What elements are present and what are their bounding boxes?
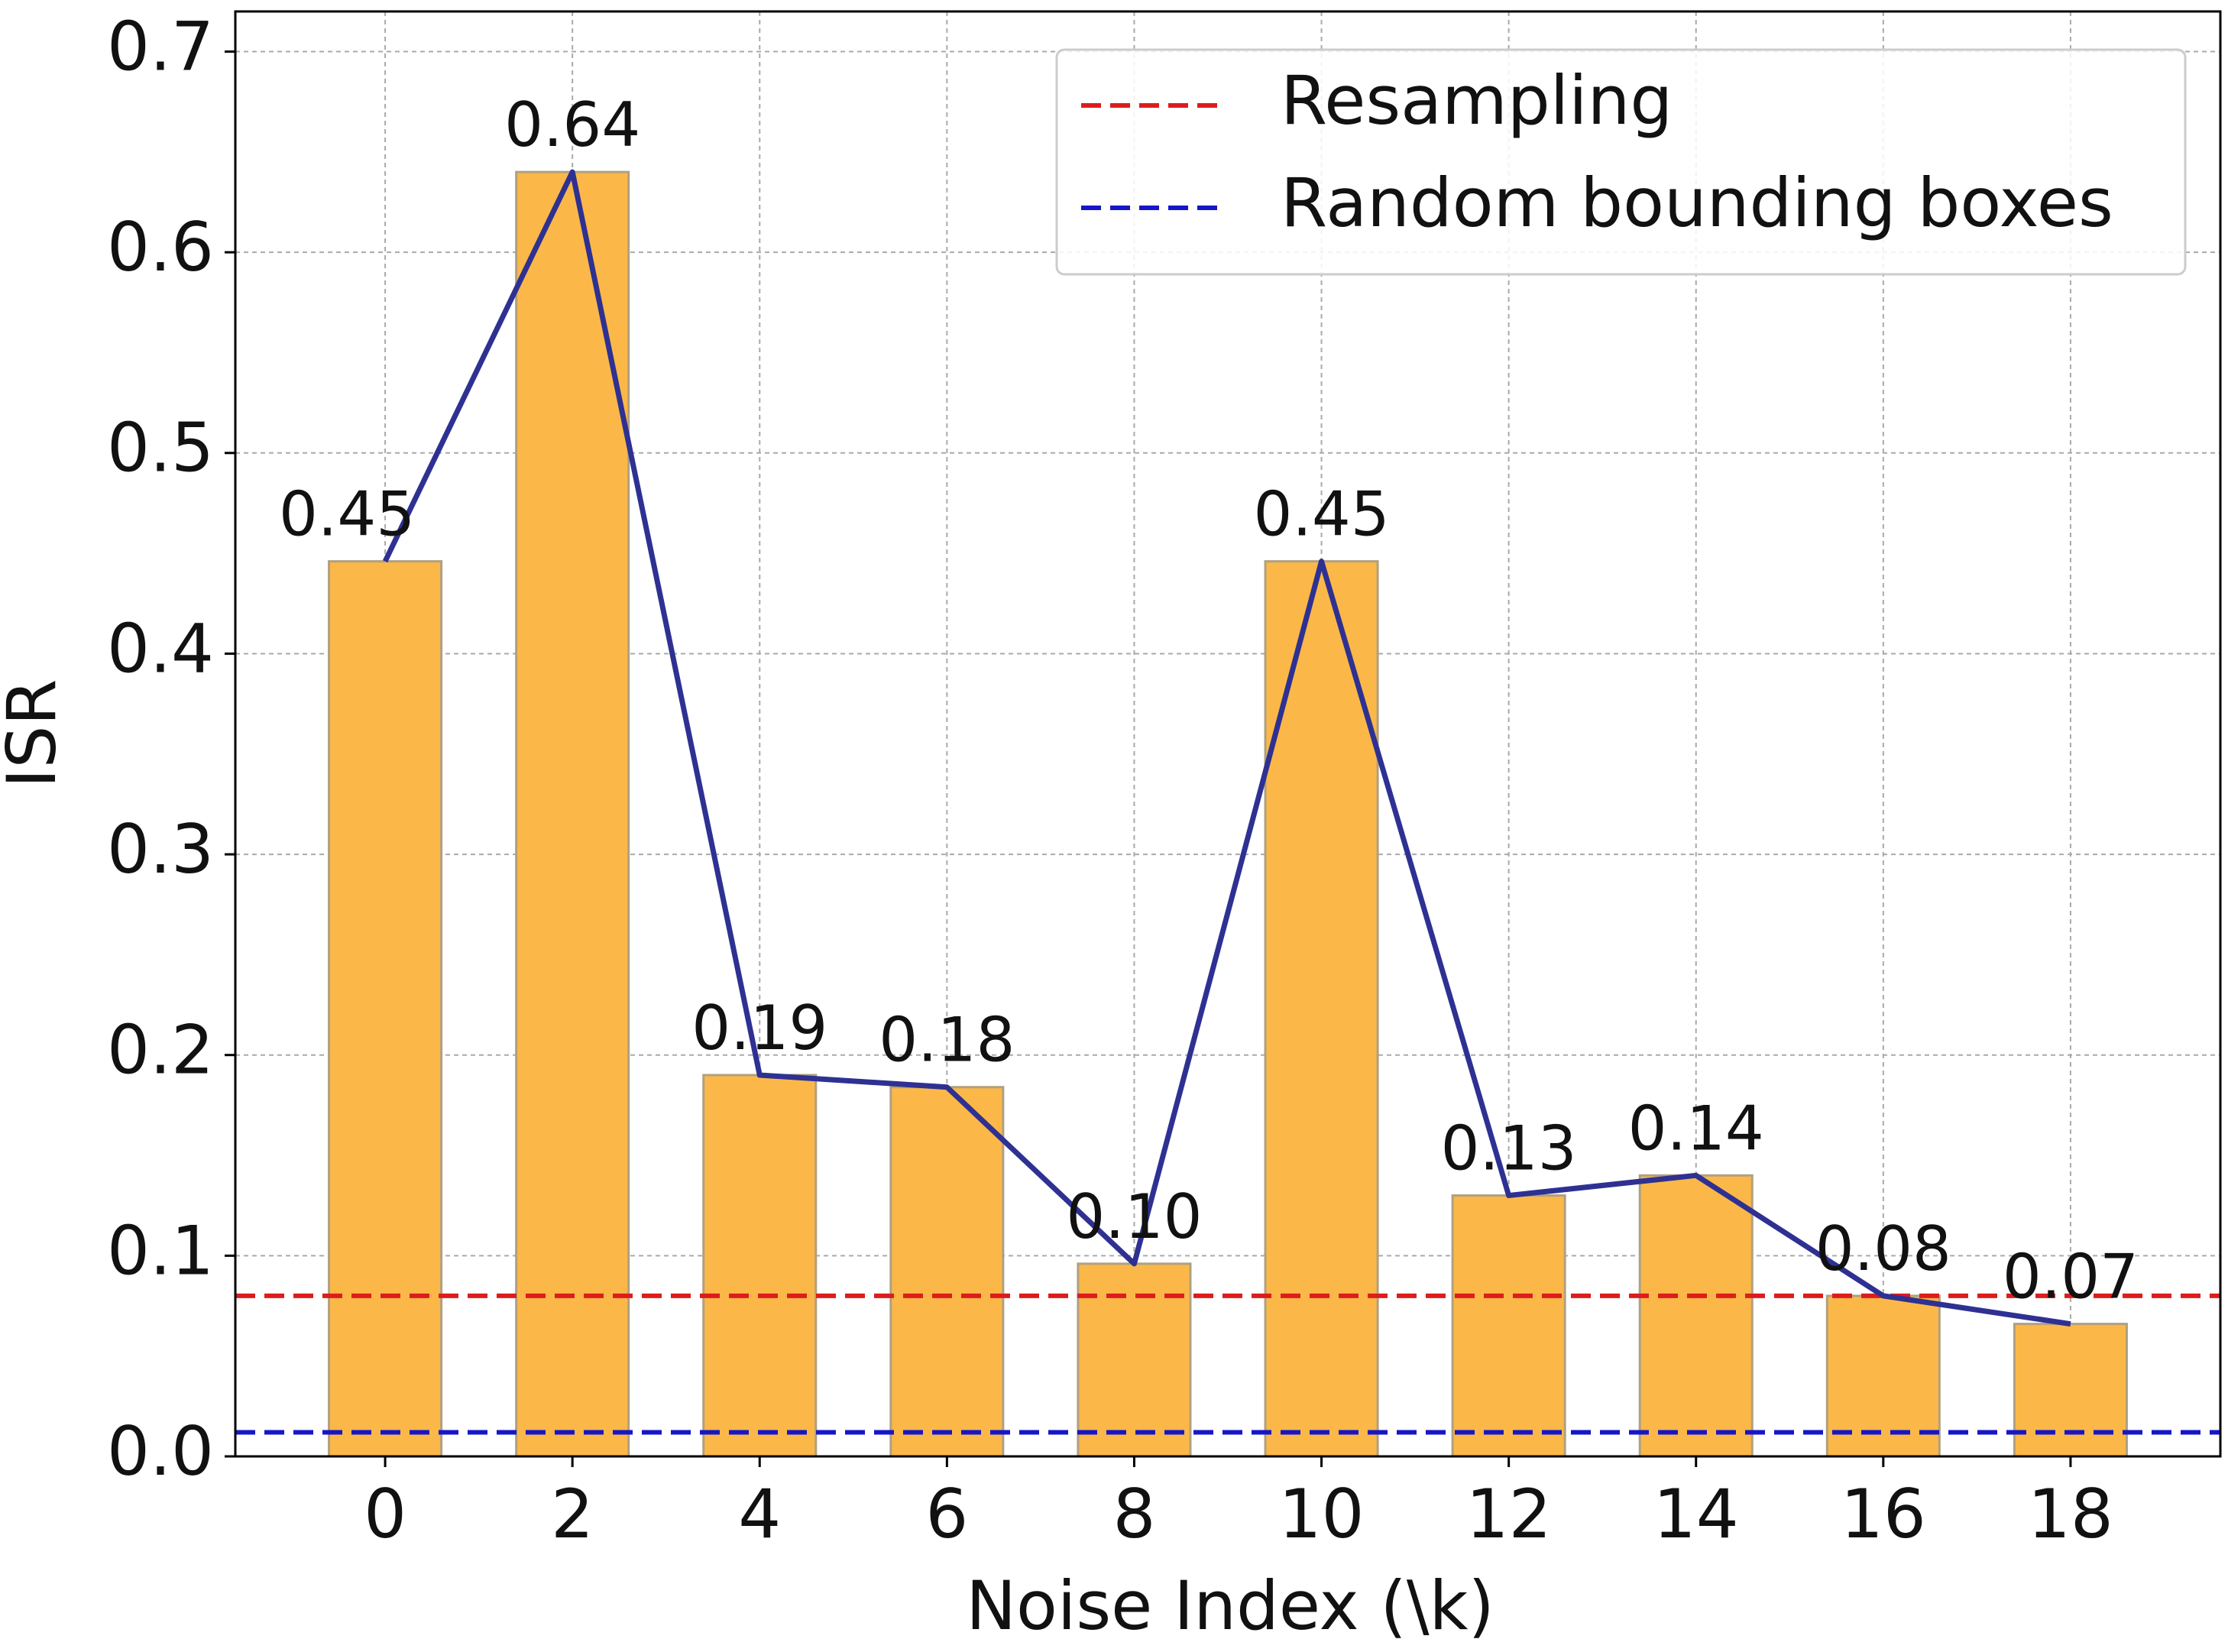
value-label: 0.10 bbox=[1066, 1181, 1202, 1252]
x-tick-label: 4 bbox=[738, 1475, 781, 1553]
y-tick-label: 0.2 bbox=[107, 1011, 214, 1090]
x-tick-label: 16 bbox=[1841, 1475, 1926, 1553]
bar bbox=[1825, 1294, 1941, 1458]
bar bbox=[889, 1086, 1005, 1458]
y-tick-label: 0.6 bbox=[107, 208, 214, 287]
y-tick-label: 0.0 bbox=[107, 1412, 214, 1491]
value-label: 0.18 bbox=[879, 1005, 1015, 1076]
value-label: 0.45 bbox=[1253, 479, 1389, 550]
x-tick-label: 0 bbox=[364, 1475, 406, 1553]
legend: Resampling Random bounding boxes bbox=[1055, 48, 2187, 276]
bar bbox=[702, 1074, 818, 1458]
legend-box bbox=[1055, 48, 2187, 276]
x-tick-label: 12 bbox=[1466, 1475, 1552, 1553]
x-tick-label: 14 bbox=[1653, 1475, 1739, 1553]
value-label: 0.19 bbox=[691, 993, 827, 1064]
y-axis-label: ISR bbox=[0, 679, 71, 789]
value-label: 0.14 bbox=[1628, 1093, 1764, 1164]
y-tick-label: 0.3 bbox=[107, 810, 214, 889]
value-label: 0.45 bbox=[279, 479, 415, 550]
y-tick-label: 0.5 bbox=[107, 409, 214, 488]
value-label: 0.07 bbox=[2003, 1242, 2139, 1313]
x-tick-label: 8 bbox=[1112, 1475, 1155, 1553]
legend-label: Resampling bbox=[1281, 61, 1673, 140]
x-tick-label: 10 bbox=[1279, 1475, 1365, 1553]
x-axis-label: Noise Index (\k) bbox=[966, 1566, 1495, 1645]
value-label: 0.64 bbox=[504, 89, 640, 160]
x-tick-label: 18 bbox=[2028, 1475, 2113, 1553]
x-tick-label: 2 bbox=[551, 1475, 594, 1553]
bar bbox=[1638, 1174, 1754, 1458]
value-label: 0.08 bbox=[1815, 1213, 1951, 1284]
plot-frame bbox=[234, 10, 2222, 1458]
bar bbox=[1077, 1262, 1192, 1458]
trend-line bbox=[382, 169, 2071, 1327]
value-label: 0.13 bbox=[1441, 1113, 1577, 1184]
x-tick-label: 6 bbox=[925, 1475, 968, 1553]
bar bbox=[2013, 1323, 2128, 1458]
y-tick-label: 0.4 bbox=[107, 609, 214, 688]
y-tick-label: 0.7 bbox=[107, 7, 214, 86]
y-tick-label: 0.1 bbox=[107, 1211, 214, 1290]
legend-label: Random bounding boxes bbox=[1281, 164, 2113, 242]
bar bbox=[1451, 1194, 1566, 1458]
bar bbox=[328, 560, 443, 1458]
